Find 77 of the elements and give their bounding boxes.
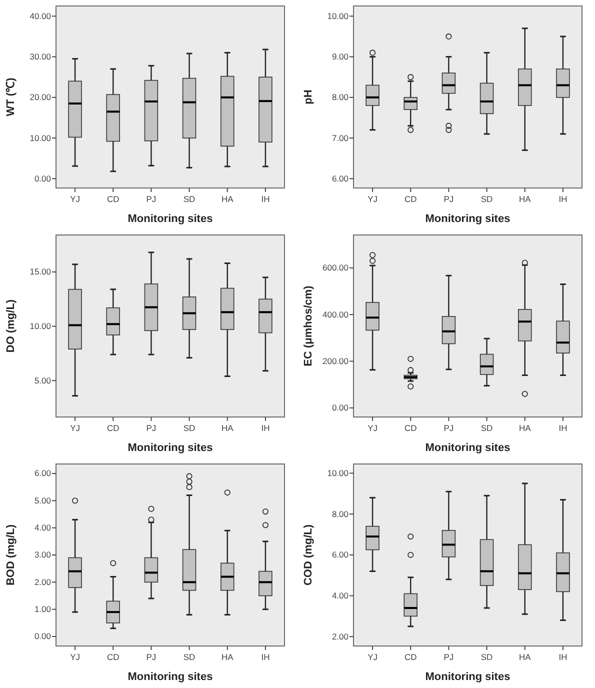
x-axis-title: Monitoring sites	[128, 442, 213, 454]
y-tick-label: 1.00	[34, 604, 52, 614]
y-tick-label: 15.00	[30, 266, 52, 277]
y-tick-label: 30.00	[30, 52, 52, 62]
x-tick-label: PJ	[444, 194, 454, 204]
x-tick-label: CD	[106, 423, 120, 433]
x-tick-label: CD	[404, 652, 417, 662]
y-tick-label: 10.00	[327, 10, 349, 21]
x-axis-title: Monitoring sites	[425, 213, 510, 225]
x-tick-label: CD	[106, 194, 120, 204]
y-tick-label: 9.00	[332, 52, 349, 62]
y-tick-label: 10.00	[30, 132, 52, 143]
x-tick-label: SD	[480, 423, 493, 433]
x-tick-label: HA	[518, 652, 532, 662]
x-tick-label: CD	[404, 194, 417, 204]
y-tick-label: 200.00	[322, 356, 349, 366]
y-tick-label: 0.00	[34, 631, 52, 642]
y-axis-title: EC (μmhos/cm)	[302, 285, 314, 366]
y-tick-label: 0.00	[332, 402, 349, 413]
y-tick-label: 5.00	[34, 495, 52, 506]
y-tick-label: 8.00	[332, 92, 349, 102]
y-tick-label: 5.00	[34, 375, 52, 386]
x-tick-label: IH	[261, 194, 270, 204]
y-tick-label: 2.00	[34, 576, 52, 587]
y-tick-label: 4.00	[332, 590, 349, 600]
x-tick-label: YJ	[368, 652, 378, 662]
y-tick-label: 10.00	[30, 320, 52, 331]
x-tick-label: SD	[183, 652, 196, 662]
x-tick-label: SD	[183, 194, 196, 204]
x-tick-label: PJ	[146, 423, 156, 433]
x-tick-label: CD	[404, 423, 417, 433]
y-axis-title: COD (mg/L)	[302, 524, 314, 586]
x-tick-label: HA	[518, 194, 532, 204]
x-tick-label: YJ	[368, 194, 378, 204]
y-tick-label: 0.00	[34, 173, 52, 184]
y-tick-label: 2.00	[332, 631, 349, 642]
x-tick-label: PJ	[444, 652, 454, 662]
x-tick-label: HA	[221, 423, 234, 433]
x-tick-label: CD	[106, 652, 120, 662]
y-tick-label: 8.00	[332, 508, 349, 519]
y-axis-title: DO (mg/L)	[5, 299, 17, 353]
x-tick-label: IH	[261, 652, 270, 662]
y-tick-label: 400.00	[322, 309, 349, 320]
x-tick-label: SD	[183, 423, 196, 433]
x-tick-label: YJ	[368, 423, 378, 433]
x-axis-title: Monitoring sites	[425, 671, 510, 683]
x-tick-label: SD	[480, 652, 493, 662]
x-tick-label: IH	[558, 423, 568, 433]
y-axis-title: BOD (mg/L)	[5, 524, 17, 586]
x-tick-label: HA	[221, 194, 234, 204]
x-axis-title: Monitoring sites	[128, 671, 213, 683]
y-axis-title: WT (℃)	[5, 77, 17, 116]
x-tick-label: PJ	[146, 652, 156, 662]
x-tick-label: IH	[558, 194, 568, 204]
y-tick-label: 4.00	[34, 522, 52, 533]
x-tick-label: IH	[261, 423, 270, 433]
y-tick-label: 3.00	[34, 550, 52, 560]
y-tick-label: 20.00	[30, 92, 52, 102]
x-tick-label: IH	[558, 652, 568, 662]
x-axis-title: Monitoring sites	[128, 213, 213, 225]
y-tick-label: 6.00	[332, 173, 349, 184]
y-tick-label: 600.00	[322, 262, 349, 273]
y-tick-label: 10.00	[327, 468, 349, 478]
x-tick-label: PJ	[146, 194, 156, 204]
x-tick-label: HA	[221, 652, 234, 662]
y-axis-title: pH	[302, 90, 314, 104]
x-axis-title: Monitoring sites	[425, 442, 510, 454]
x-tick-label: YJ	[70, 194, 80, 204]
x-tick-label: HA	[518, 423, 532, 433]
y-tick-label: 40.00	[30, 10, 52, 21]
y-tick-label: 7.00	[332, 132, 349, 143]
y-tick-label: 6.00	[34, 468, 52, 478]
x-tick-label: PJ	[444, 423, 454, 433]
x-tick-label: YJ	[70, 423, 80, 433]
x-tick-label: SD	[480, 194, 493, 204]
y-tick-label: 6.00	[332, 550, 349, 560]
x-tick-label: YJ	[70, 652, 80, 662]
